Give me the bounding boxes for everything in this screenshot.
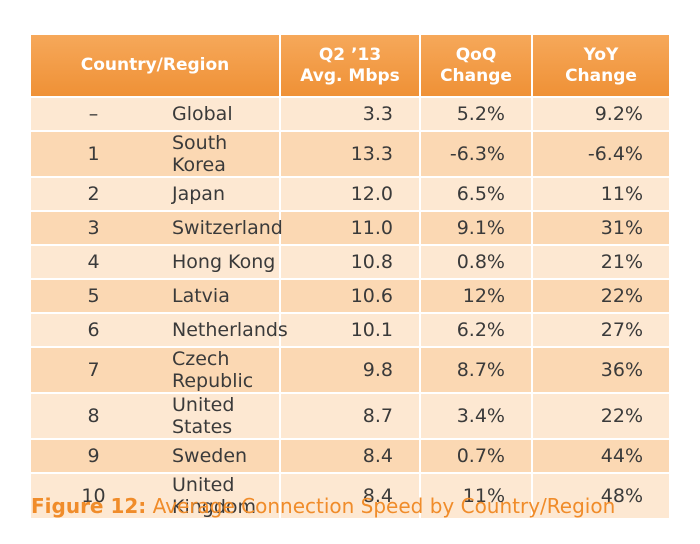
- table-row: 5 Latvia 10.6 12% 22%: [31, 280, 669, 314]
- qoq-change-cell: 6.2%: [421, 314, 533, 348]
- header-yoy-change: YoY Change: [533, 35, 669, 98]
- country-cell: Latvia: [156, 280, 281, 314]
- country-cell: Japan: [156, 178, 281, 212]
- qoq-change-cell: 0.8%: [421, 246, 533, 280]
- avg-mbps-cell: 12.0: [281, 178, 421, 212]
- avg-mbps-cell: 11.0: [281, 212, 421, 246]
- country-cell: Switzerland: [156, 212, 283, 246]
- qoq-change-cell: 6.5%: [421, 178, 533, 212]
- table-body: – Global 3.3 5.2% 9.2% 1 South Korea 13.…: [31, 98, 669, 520]
- country-cell: United Kingdom: [156, 474, 281, 520]
- qoq-change-cell: -6.3%: [421, 132, 533, 178]
- header-yoy-line-2: Change: [565, 65, 637, 86]
- header-country-line-1: Country/Region: [80, 55, 230, 75]
- yoy-change-cell: 48%: [533, 474, 669, 520]
- yoy-change-cell: 22%: [533, 394, 669, 440]
- avg-mbps-cell: 3.3: [281, 98, 421, 132]
- qoq-change-cell: 11%: [421, 474, 533, 520]
- rank-cell: 1: [31, 132, 156, 178]
- table-row: 3 Switzerland 11.0 9.1% 31%: [31, 212, 669, 246]
- yoy-change-cell: 31%: [533, 212, 669, 246]
- rank-cell: –: [31, 98, 156, 132]
- yoy-change-cell: 11%: [533, 178, 669, 212]
- table-row: 10 United Kingdom 8.4 11% 48%: [31, 474, 669, 520]
- rank-cell: 2: [31, 178, 156, 212]
- rank-cell: 10: [31, 474, 156, 520]
- table-row: 7 Czech Republic 9.8 8.7% 36%: [31, 348, 669, 394]
- header-qoq-change: QoQ Change: [421, 35, 533, 98]
- country-cell: Czech Republic: [156, 348, 281, 394]
- table-header-row: Country/Region Q2 ’13 Avg. Mbps QoQ Chan…: [31, 35, 669, 98]
- country-cell: Global: [156, 98, 281, 132]
- yoy-change-cell: 21%: [533, 246, 669, 280]
- avg-mbps-cell: 9.8: [281, 348, 421, 394]
- qoq-change-cell: 5.2%: [421, 98, 533, 132]
- yoy-change-cell: -6.4%: [533, 132, 669, 178]
- header-avg-mbps: Q2 ’13 Avg. Mbps: [281, 35, 421, 98]
- table-row: 6 Netherlands 10.1 6.2% 27%: [31, 314, 669, 348]
- figure-caption-text: Average Connection Speed by Country/Regi…: [146, 494, 616, 518]
- header-qoq-line-1: QoQ: [455, 44, 497, 65]
- table-row: 1 South Korea 13.3 -6.3% -6.4%: [31, 132, 669, 178]
- table-row: 2 Japan 12.0 6.5% 11%: [31, 178, 669, 212]
- figure-caption-number: Figure 12:: [31, 494, 147, 518]
- rank-cell: 4: [31, 246, 156, 280]
- qoq-change-cell: 9.1%: [421, 212, 533, 246]
- yoy-change-cell: 36%: [533, 348, 669, 394]
- country-cell: Netherlands: [156, 314, 288, 348]
- yoy-change-cell: 27%: [533, 314, 669, 348]
- country-cell: Hong Kong: [156, 246, 281, 280]
- avg-mbps-cell: 10.6: [281, 280, 421, 314]
- table-row: 9 Sweden 8.4 0.7% 44%: [31, 440, 669, 474]
- country-cell: Sweden: [156, 440, 281, 474]
- header-yoy-line-1: YoY: [583, 44, 619, 65]
- figure-caption: Figure 12: Average Connection Speed by C…: [31, 494, 615, 518]
- rank-cell: 8: [31, 394, 156, 440]
- country-cell: South Korea: [156, 132, 281, 178]
- avg-mbps-cell: 8.4: [281, 440, 421, 474]
- table-row: 4 Hong Kong 10.8 0.8% 21%: [31, 246, 669, 280]
- table-row: – Global 3.3 5.2% 9.2%: [31, 98, 669, 132]
- country-cell: United States: [156, 394, 281, 440]
- rank-cell: 6: [31, 314, 156, 348]
- speed-table: Country/Region Q2 ’13 Avg. Mbps QoQ Chan…: [31, 35, 669, 520]
- rank-cell: 3: [31, 212, 156, 246]
- header-qoq-line-2: Change: [440, 65, 512, 86]
- yoy-change-cell: 22%: [533, 280, 669, 314]
- rank-cell: 7: [31, 348, 156, 394]
- rank-cell: 9: [31, 440, 156, 474]
- table-row: 8 United States 8.7 3.4% 22%: [31, 394, 669, 440]
- yoy-change-cell: 44%: [533, 440, 669, 474]
- avg-mbps-cell: 13.3: [281, 132, 421, 178]
- rank-cell: 5: [31, 280, 156, 314]
- qoq-change-cell: 0.7%: [421, 440, 533, 474]
- avg-mbps-cell: 10.8: [281, 246, 421, 280]
- header-avg-mbps-line-2: Avg. Mbps: [300, 65, 400, 86]
- avg-mbps-cell: 8.7: [281, 394, 421, 440]
- header-avg-mbps-line-1: Q2 ’13: [318, 44, 382, 65]
- avg-mbps-cell: 10.1: [281, 314, 421, 348]
- yoy-change-cell: 9.2%: [533, 98, 669, 132]
- header-country: Country/Region: [31, 35, 281, 98]
- qoq-change-cell: 3.4%: [421, 394, 533, 440]
- avg-mbps-cell: 8.4: [281, 474, 421, 520]
- qoq-change-cell: 8.7%: [421, 348, 533, 394]
- qoq-change-cell: 12%: [421, 280, 533, 314]
